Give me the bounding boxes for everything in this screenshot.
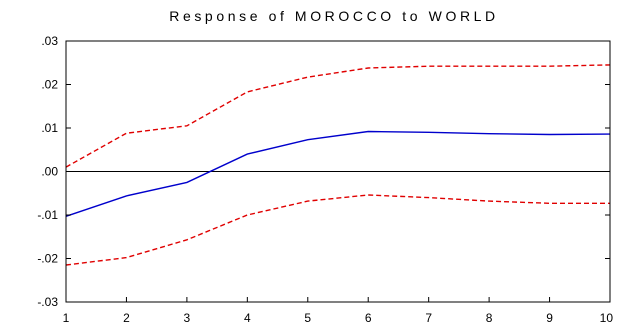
x-tick-label: 7 bbox=[425, 311, 432, 325]
x-tick-label: 3 bbox=[184, 311, 191, 325]
x-axis: 1 2 3 4 5 6 7 8 9 10 bbox=[63, 297, 614, 325]
x-tick-label: 5 bbox=[304, 311, 311, 325]
x-tick-label: 4 bbox=[244, 311, 251, 325]
x-tick-label: 9 bbox=[546, 311, 553, 325]
x-tick-label: 1 bbox=[63, 311, 70, 325]
y-tick-label: -.02 bbox=[37, 252, 58, 266]
x-tick-label: 10 bbox=[600, 311, 614, 325]
y-tick-label: .00 bbox=[41, 165, 58, 179]
y-tick-label: -.01 bbox=[37, 208, 58, 222]
y-tick-label: .02 bbox=[41, 78, 58, 92]
x-tick-label: 6 bbox=[365, 311, 372, 325]
series-line-lower-band bbox=[65, 194, 610, 266]
series-line-response bbox=[65, 130, 611, 217]
series-group bbox=[65, 64, 611, 266]
y-axis: -.03 -.02 -.01 .00 .01 .02 .03 bbox=[37, 34, 610, 309]
x-tick-label: 2 bbox=[123, 311, 130, 325]
chart-title: Response of MOROCCO to WORLD bbox=[169, 8, 499, 24]
y-tick-label: .03 bbox=[41, 34, 58, 48]
y-tick-label: -.03 bbox=[37, 295, 58, 309]
x-tick-label: 8 bbox=[486, 311, 493, 325]
series-line-upper-band bbox=[65, 64, 611, 168]
y-tick-label: .01 bbox=[41, 121, 58, 135]
